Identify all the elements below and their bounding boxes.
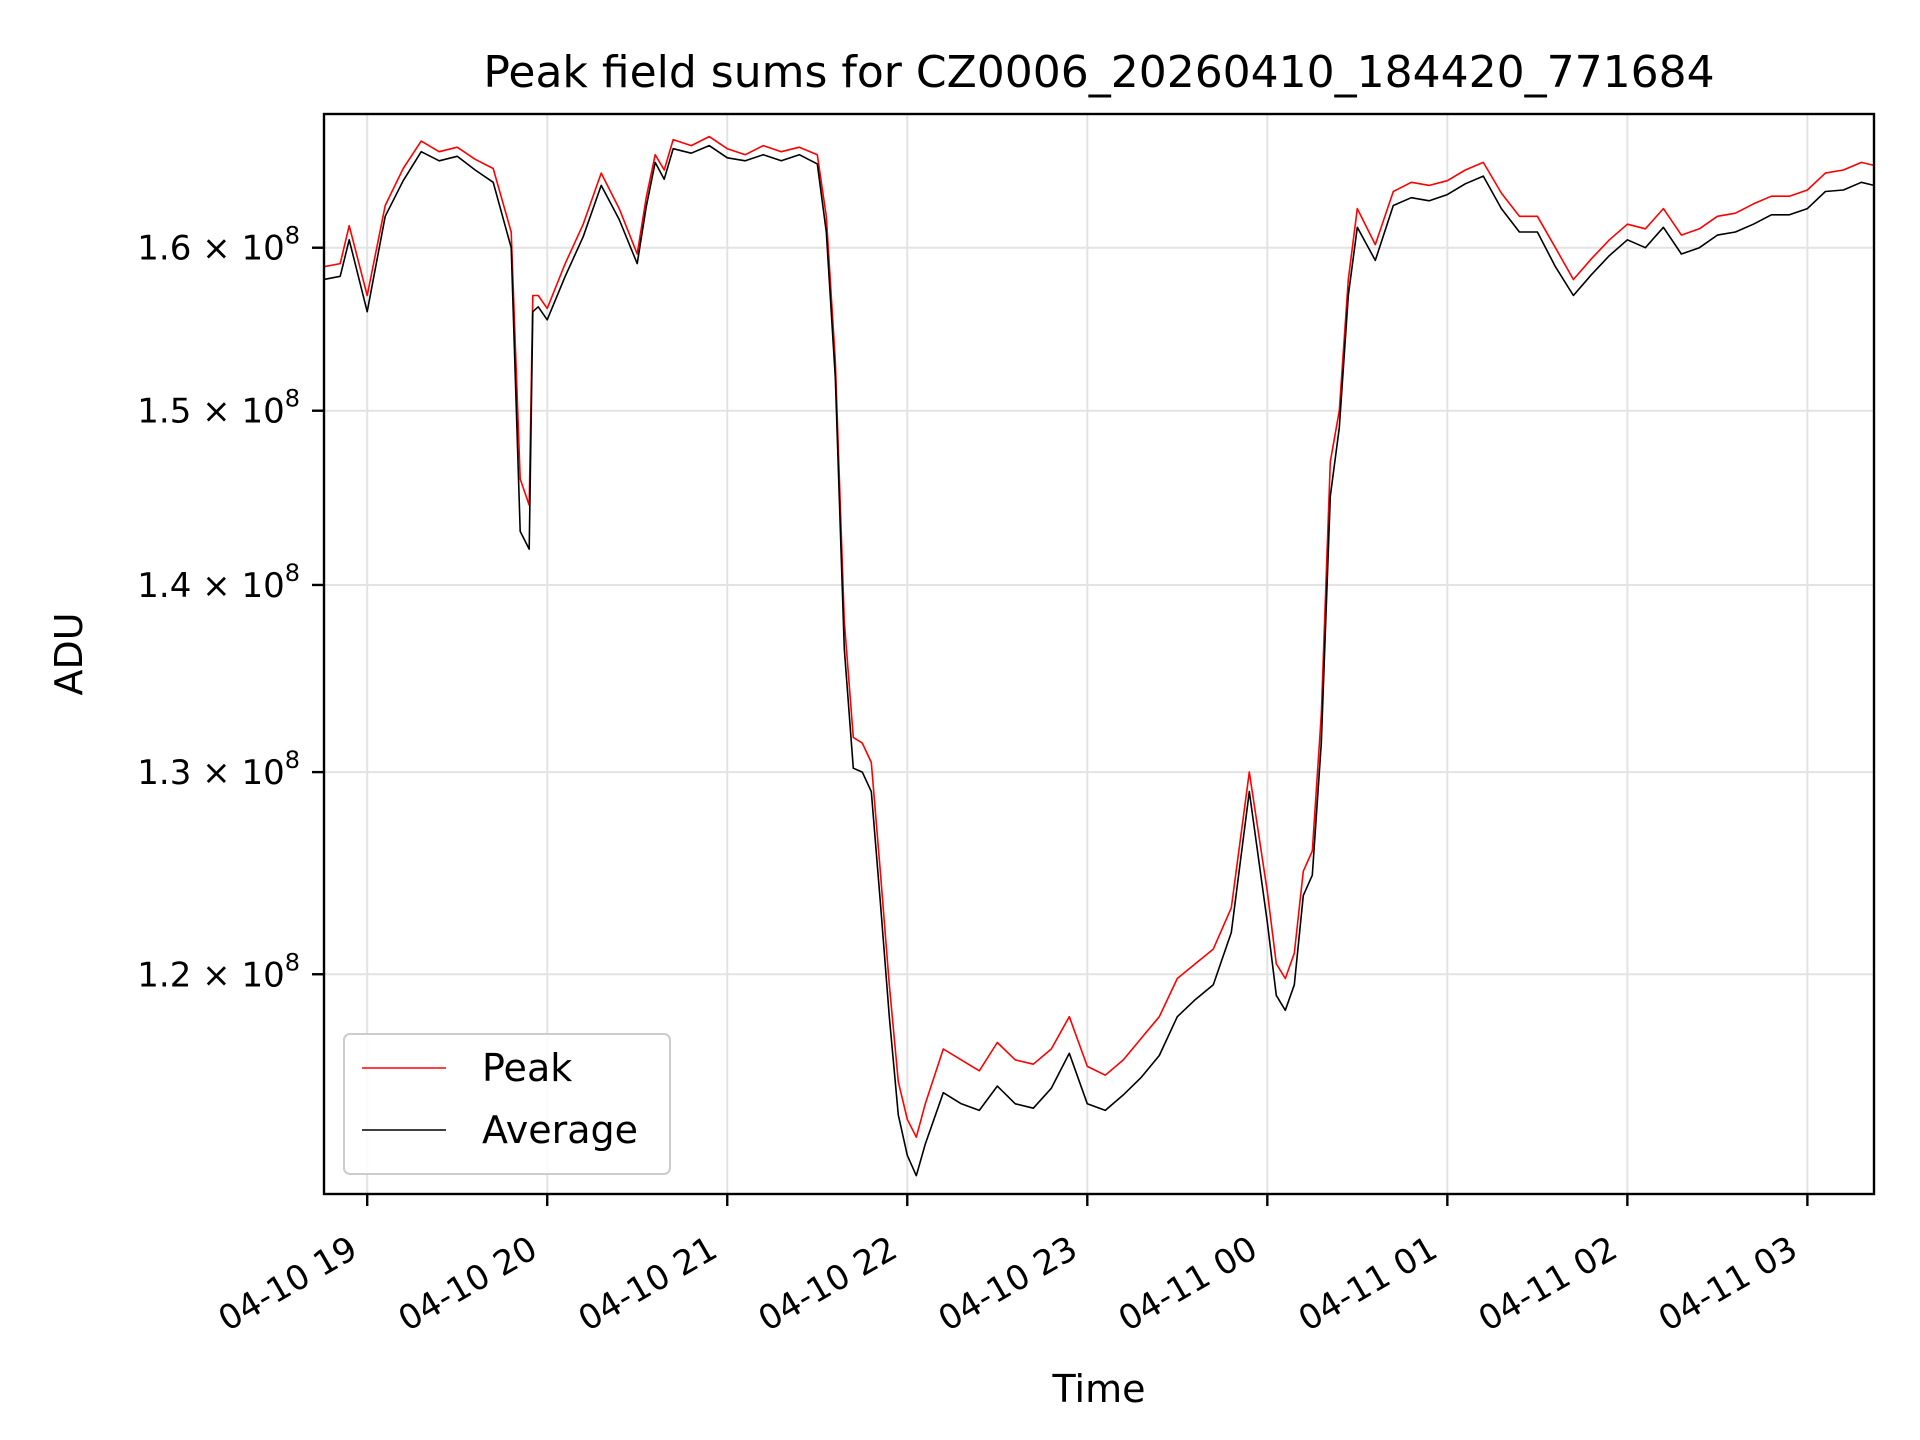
- legend-label-average: Average: [482, 1108, 638, 1152]
- plot-frame: [322, 112, 1876, 1196]
- y-tick-label: 1.5 × 108: [137, 385, 300, 432]
- y-tick-label: 1.3 × 108: [137, 746, 300, 793]
- y-axis: 1.2 × 108 1.3 × 108 1.4 × 108 1.5 × 108 1.6 …: [137, 222, 324, 995]
- grid: [324, 114, 1874, 1194]
- series-layer: [324, 135, 1874, 1177]
- y-tick-label: 1.6 × 108: [137, 222, 300, 269]
- chart-title: Peak field sums for CZ0006_20260410_1844…: [483, 47, 1714, 98]
- legend-label-peak: Peak: [482, 1046, 572, 1090]
- x-axis-label: Time: [1052, 1367, 1146, 1411]
- legend: Peak Average: [343, 1033, 671, 1175]
- legend-box: [343, 1033, 671, 1175]
- y-tick-label: 1.2 × 108: [137, 948, 300, 995]
- series-line-average: [324, 144, 1874, 1177]
- series-line-peak: [324, 135, 1874, 1138]
- y-tick-label: 1.4 × 108: [137, 559, 300, 606]
- y-axis-label: ADU: [47, 612, 91, 695]
